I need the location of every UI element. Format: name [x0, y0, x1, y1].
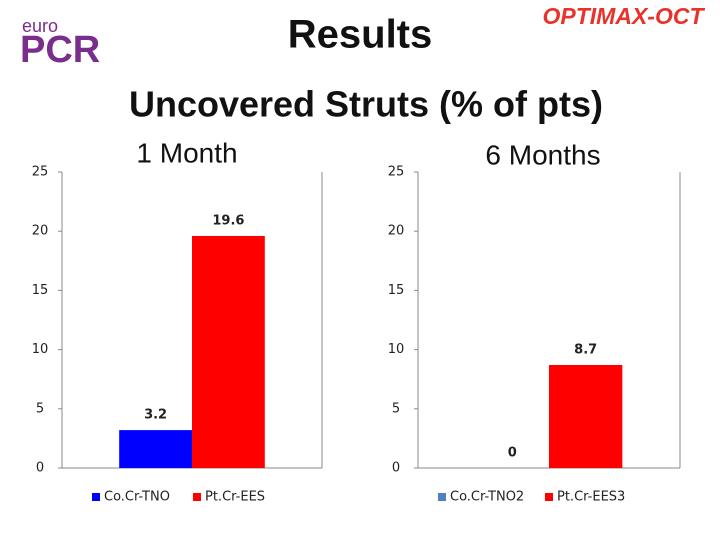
- legend-label: Pt.Cr-EES3: [557, 490, 625, 505]
- y-tick-label: 5: [392, 401, 400, 416]
- legend-swatch: [545, 493, 553, 501]
- logo-large: PCR: [20, 29, 100, 71]
- legend-swatch: [92, 493, 100, 501]
- y-tick-label: 0: [36, 461, 44, 476]
- legend-swatch: [438, 493, 446, 501]
- y-tick-label: 20: [388, 224, 405, 239]
- bar: [549, 364, 623, 468]
- logo-small: euro: [22, 16, 58, 36]
- chart-title: 1 Month: [136, 137, 237, 168]
- y-tick-label: 10: [388, 342, 405, 357]
- legend-label: Co.Cr-TNO2: [450, 490, 524, 505]
- legend-label: Pt.Cr-EES: [205, 490, 265, 505]
- y-tick-label: 5: [36, 401, 44, 416]
- y-tick-label: 25: [388, 165, 405, 180]
- y-tick-label: 25: [32, 165, 49, 180]
- data-label: 8.7: [574, 342, 597, 357]
- y-tick-label: 0: [392, 461, 400, 476]
- legend-label: Co.Cr-TNO: [104, 490, 170, 505]
- y-tick-label: 15: [32, 283, 49, 298]
- chart-title: 6 Months: [485, 139, 600, 170]
- bar: [192, 235, 265, 468]
- data-label: 19.6: [212, 213, 244, 228]
- slide-title: Results: [288, 13, 433, 57]
- tag: OPTIMAX-OCT: [543, 3, 706, 29]
- y-tick-label: 10: [32, 342, 49, 357]
- legend-swatch: [193, 493, 201, 501]
- y-tick-label: 20: [32, 224, 49, 239]
- subtitle: Uncovered Struts (% of pts): [129, 84, 603, 125]
- data-label: 0: [508, 446, 517, 461]
- data-label: 3.2: [144, 408, 167, 423]
- y-tick-label: 15: [388, 283, 405, 298]
- bar: [119, 430, 192, 468]
